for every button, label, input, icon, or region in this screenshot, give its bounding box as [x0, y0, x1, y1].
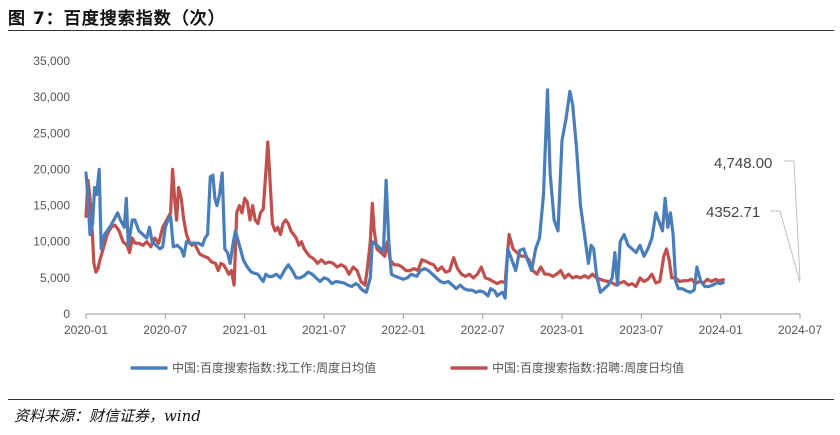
annotation-label: 4,748.00: [714, 155, 772, 172]
y-tick-label: 15,000: [33, 199, 70, 213]
figure-title: 图 7：百度搜索指数（次）: [8, 9, 226, 29]
x-tick-label: 2023-07: [619, 323, 663, 337]
title-rule: [8, 30, 834, 31]
y-tick-label: 25,000: [33, 126, 70, 140]
annotation-layer: 4,748.00 4352.71: [706, 155, 801, 283]
source-rule: [8, 399, 834, 400]
x-tick-label: 2023-01: [540, 323, 584, 337]
x-tick-label: 2024-01: [699, 323, 743, 337]
series-line-1: [84, 88, 725, 300]
x-axis: 2020-01 2020-07 2021-01 2021-07 2022-01 2022-…: [64, 313, 822, 337]
legend-label-1: 中国:百度搜索指数:找工作:周度日均值: [172, 360, 376, 375]
x-tick-label: 2020-07: [143, 323, 187, 337]
x-tick-label: 2022-07: [461, 323, 505, 337]
legend: 中国:百度搜索指数:找工作:周度日均值 中国:百度搜索指数:招聘:周度日均值: [130, 360, 684, 375]
line-chart: 0 5,000 10,000 15,000 20,000 25,000 30,000 35,0…: [33, 54, 822, 375]
x-tick-label: 2021-01: [223, 323, 267, 337]
y-tick-label: 20,000: [33, 162, 70, 176]
y-axis: 0 5,000 10,000 15,000 20,000 25,000 30,000 35,0…: [33, 54, 70, 321]
y-tick-label: 0: [63, 307, 70, 321]
y-tick-label: 10,000: [33, 235, 70, 249]
annotation-leader: [770, 210, 801, 283]
series-line-2: [84, 140, 725, 289]
series-layer: [84, 88, 725, 300]
x-tick-label: 2024-07: [778, 323, 822, 337]
annotation-leader: [784, 160, 801, 280]
source-note: 资料来源：财信证券，wind: [14, 407, 201, 425]
x-tick-label: 2022-01: [381, 323, 425, 337]
y-tick-label: 5,000: [40, 271, 70, 285]
y-tick-label: 30,000: [33, 90, 70, 104]
x-tick-label: 2021-07: [302, 323, 346, 337]
legend-label-2: 中国:百度搜索指数:招聘:周度日均值: [492, 360, 684, 375]
annotation-label: 4352.71: [706, 204, 760, 221]
x-tick-label: 2020-01: [64, 323, 108, 337]
y-tick-label: 35,000: [33, 54, 70, 68]
